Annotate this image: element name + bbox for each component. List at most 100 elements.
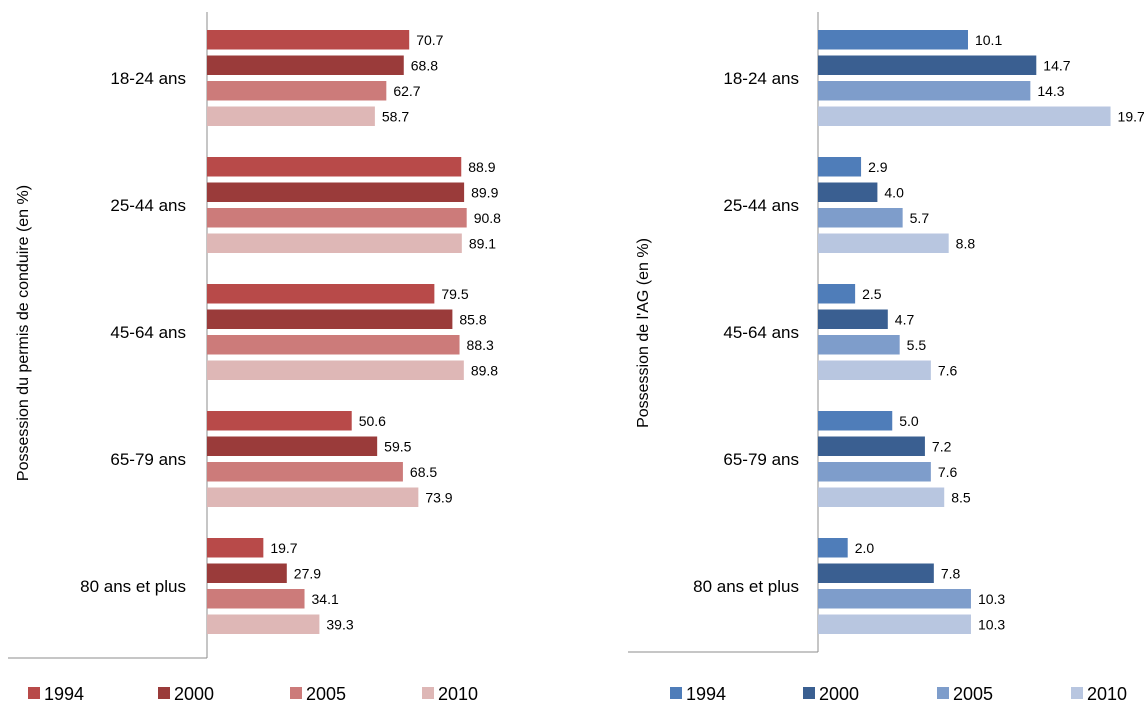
bar-2010-45-64-ans — [818, 360, 931, 380]
bar-value-label: 2.9 — [868, 159, 888, 175]
bar-2005-18-24-ans — [818, 81, 1031, 101]
bar-value-label: 89.1 — [469, 235, 496, 251]
bar-value-label: 90.8 — [474, 210, 501, 226]
y-axis-title: Possession du permis de conduire (en %) — [15, 185, 32, 481]
bar-2005-18-24-ans — [207, 81, 387, 101]
bar-value-label: 14.7 — [1043, 57, 1070, 73]
bar-2010-65-79-ans — [818, 487, 945, 507]
bar-1994-65-79-ans — [818, 411, 893, 431]
legend-label-2005: 2005 — [306, 684, 346, 704]
bar-2000-45-64-ans — [818, 309, 888, 329]
bar-value-label: 50.6 — [359, 413, 386, 429]
legend-swatch-2000 — [158, 687, 170, 699]
bar-value-label: 4.7 — [895, 311, 915, 327]
bar-2010-18-24-ans — [818, 106, 1111, 126]
bar-2010-80-ans-et-plus — [818, 614, 971, 634]
bar-value-label: 73.9 — [425, 489, 452, 505]
bar-value-label: 7.8 — [941, 565, 961, 581]
bar-value-label: 59.5 — [384, 438, 411, 454]
bar-1994-80-ans-et-plus — [818, 538, 848, 558]
bar-value-label: 2.5 — [862, 286, 882, 302]
category-tick-label: 25-44 ans — [723, 196, 799, 215]
legend-label-2010: 2010 — [1087, 684, 1127, 704]
bar-value-label: 8.5 — [951, 489, 971, 505]
legend-label-2005: 2005 — [953, 684, 993, 704]
bar-2010-65-79-ans — [207, 487, 419, 507]
bar-value-label: 7.6 — [938, 464, 958, 480]
legend-label-2000: 2000 — [174, 684, 214, 704]
bar-2000-18-24-ans — [207, 55, 404, 75]
bar-2005-45-64-ans — [207, 335, 460, 355]
bar-value-label: 79.5 — [441, 286, 468, 302]
bar-2010-25-44-ans — [818, 233, 949, 253]
bar-value-label: 5.0 — [899, 413, 919, 429]
category-tick-label: 18-24 ans — [110, 69, 186, 88]
legend-label-2000: 2000 — [819, 684, 859, 704]
bar-2005-65-79-ans — [207, 462, 403, 482]
category-tick-label: 25-44 ans — [110, 196, 186, 215]
bar-1994-65-79-ans — [207, 411, 352, 431]
bar-value-label: 70.7 — [416, 32, 443, 48]
bar-2000-80-ans-et-plus — [207, 563, 287, 583]
bar-2005-65-79-ans — [818, 462, 931, 482]
bar-2000-65-79-ans — [207, 436, 378, 456]
bar-2005-80-ans-et-plus — [207, 589, 305, 609]
bar-value-label: 62.7 — [393, 83, 420, 99]
category-tick-label: 65-79 ans — [723, 450, 799, 469]
bar-value-label: 10.1 — [975, 32, 1002, 48]
bar-value-label: 85.8 — [459, 311, 486, 327]
bar-1994-25-44-ans — [818, 157, 862, 177]
bar-value-label: 14.3 — [1037, 83, 1064, 99]
bar-value-label: 7.6 — [938, 362, 958, 378]
legend-swatch-2005 — [937, 687, 949, 699]
bar-1994-18-24-ans — [818, 30, 968, 50]
bar-2000-25-44-ans — [818, 182, 878, 202]
bar-value-label: 8.8 — [956, 235, 976, 251]
legend-swatch-2010 — [422, 687, 434, 699]
bar-value-label: 58.7 — [382, 108, 409, 124]
bar-value-label: 19.7 — [270, 540, 297, 556]
bar-2000-25-44-ans — [207, 182, 465, 202]
bar-value-label: 27.9 — [294, 565, 321, 581]
bar-value-label: 7.2 — [932, 438, 952, 454]
bar-value-label: 88.9 — [468, 159, 495, 175]
bar-2010-80-ans-et-plus — [207, 614, 320, 634]
category-tick-label: 45-64 ans — [110, 323, 186, 342]
bar-value-label: 2.0 — [855, 540, 875, 556]
category-tick-label: 45-64 ans — [723, 323, 799, 342]
bar-value-label: 4.0 — [884, 184, 904, 200]
legend-label-1994: 1994 — [44, 684, 84, 704]
bar-value-label: 5.7 — [910, 210, 930, 226]
category-tick-label: 80 ans et plus — [693, 577, 799, 596]
legend-swatch-1994 — [28, 687, 40, 699]
bar-value-label: 89.9 — [471, 184, 498, 200]
bar-1994-45-64-ans — [818, 284, 856, 304]
category-tick-label: 65-79 ans — [110, 450, 186, 469]
bar-2010-18-24-ans — [207, 106, 375, 126]
bar-2005-25-44-ans — [207, 208, 467, 228]
bar-1994-45-64-ans — [207, 284, 435, 304]
bar-2010-45-64-ans — [207, 360, 464, 380]
bar-value-label: 10.3 — [978, 616, 1005, 632]
bar-value-label: 39.3 — [326, 616, 353, 632]
legend-swatch-2000 — [803, 687, 815, 699]
legend-swatch-1994 — [670, 687, 682, 699]
bar-value-label: 19.7 — [1118, 108, 1144, 124]
bar-2005-80-ans-et-plus — [818, 589, 971, 609]
right-chart-ag: Possession de l'AG (en %) 18-24 ans 10.1 14… — [628, 12, 1144, 704]
legend-swatch-2010 — [1071, 687, 1083, 699]
legend-swatch-2005 — [290, 687, 302, 699]
bar-2000-18-24-ans — [818, 55, 1037, 75]
y-axis-title: Possession de l'AG (en %) — [635, 238, 652, 428]
bar-value-label: 89.8 — [471, 362, 498, 378]
legend-label-1994: 1994 — [686, 684, 726, 704]
bar-value-label: 88.3 — [467, 337, 494, 353]
bar-2005-25-44-ans — [818, 208, 903, 228]
bar-value-label: 68.8 — [411, 57, 438, 73]
bar-2010-25-44-ans — [207, 233, 462, 253]
bar-1994-25-44-ans — [207, 157, 462, 177]
bar-2000-65-79-ans — [818, 436, 925, 456]
category-tick-label: 18-24 ans — [723, 69, 799, 88]
bar-value-label: 68.5 — [410, 464, 437, 480]
bar-value-label: 10.3 — [978, 591, 1005, 607]
